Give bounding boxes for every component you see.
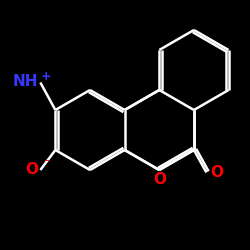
Text: ⁻: ⁻ xyxy=(43,157,50,170)
Text: O: O xyxy=(210,165,223,180)
Text: NH: NH xyxy=(12,74,38,89)
Text: O: O xyxy=(25,162,38,178)
Text: +: + xyxy=(40,70,51,83)
Text: O: O xyxy=(153,172,166,188)
